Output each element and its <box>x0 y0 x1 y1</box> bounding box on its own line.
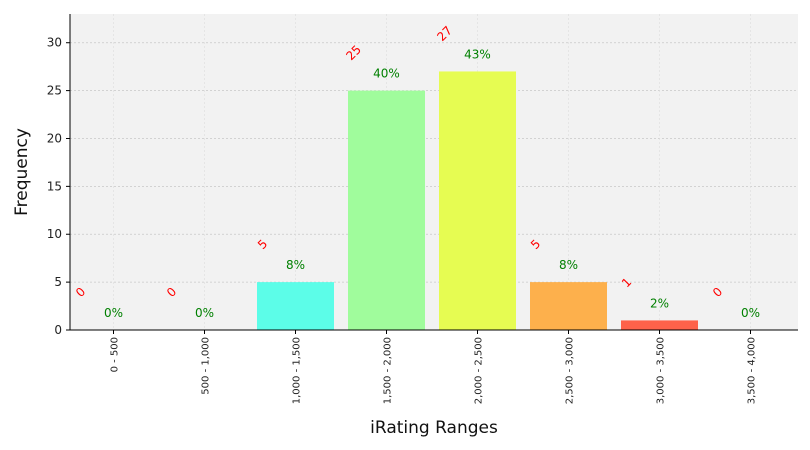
x-tick-label: 2,000 - 2,500 <box>474 337 485 404</box>
bar <box>348 90 425 330</box>
x-tick-label: 0 - 500 <box>110 337 121 372</box>
percent-label: 40% <box>373 67 400 81</box>
y-tick-label: 10 <box>47 227 62 241</box>
percent-label: 0% <box>741 306 760 320</box>
percent-label: 2% <box>650 296 669 310</box>
plot-area <box>70 14 798 330</box>
bar <box>257 282 334 330</box>
y-ticks: 0 5 10 15 20 25 30 <box>47 36 70 337</box>
percent-label: 8% <box>559 258 578 272</box>
percent-label: 43% <box>464 47 491 61</box>
percent-label: 0% <box>195 306 214 320</box>
x-tick-label: 3,500 - 4,000 <box>747 337 758 404</box>
x-tick-label: 500 - 1,000 <box>201 337 212 395</box>
y-tick-label: 0 <box>54 323 62 337</box>
bar <box>621 320 698 330</box>
x-ticks: 0 - 500 500 - 1,000 1,000 - 1,500 1,500 - 2… <box>110 330 758 404</box>
x-tick-label: 3,000 - 3,500 <box>656 337 667 404</box>
grid <box>70 14 798 331</box>
y-tick-label: 30 <box>47 36 62 50</box>
y-tick-label: 20 <box>47 131 62 145</box>
percent-label: 0% <box>104 306 123 320</box>
y-axis-title: Frequency <box>12 128 32 216</box>
bar <box>530 282 607 330</box>
bars <box>257 71 698 331</box>
x-axis-title: iRating Ranges <box>370 418 498 438</box>
bar <box>439 71 516 331</box>
axes <box>69 14 798 331</box>
x-tick-label: 1,500 - 2,000 <box>383 337 394 404</box>
y-tick-label: 25 <box>47 84 62 98</box>
x-tick-label: 1,000 - 1,500 <box>292 337 303 404</box>
percent-label: 8% <box>286 258 305 272</box>
y-tick-label: 15 <box>47 179 62 193</box>
y-tick-label: 5 <box>54 275 62 289</box>
x-tick-label: 2,500 - 3,000 <box>565 337 576 404</box>
